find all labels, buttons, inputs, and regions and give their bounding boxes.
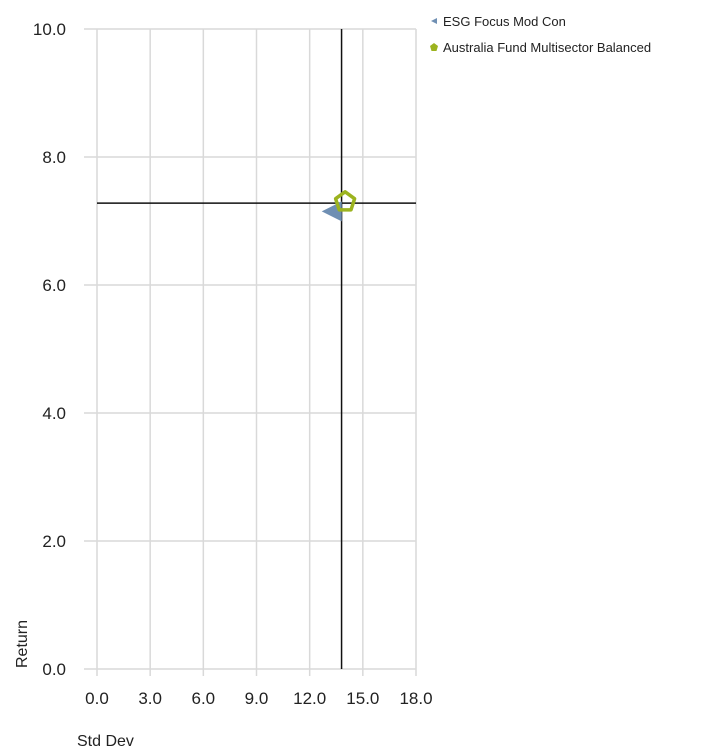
x-axis-title: Std Dev: [77, 733, 134, 750]
x-tick-label: 3.0: [138, 689, 162, 708]
legend: ESG Focus Mod Con Australia Fund Multise…: [428, 8, 651, 60]
x-tick-label: 18.0: [399, 689, 432, 708]
y-tick-label: 2.0: [42, 532, 66, 551]
triangle-left-icon: [428, 15, 440, 27]
legend-item-esg-focus-mod-con[interactable]: ESG Focus Mod Con: [428, 8, 651, 34]
reference-lines: [97, 29, 416, 669]
y-tick-label: 6.0: [42, 276, 66, 295]
x-tick-label: 15.0: [346, 689, 379, 708]
legend-label: ESG Focus Mod Con: [443, 13, 566, 29]
y-tick-label: 10.0: [33, 20, 66, 39]
legend-item-australia-fund[interactable]: Australia Fund Multisector Balanced: [428, 34, 651, 60]
point-australia-fund: [333, 190, 357, 212]
pentagon-icon: [428, 41, 440, 53]
y-tick-label: 0.0: [42, 660, 66, 679]
x-axis-ticks: 0.0 3.0 6.0 9.0 12.0 15.0 18.0: [85, 689, 432, 708]
y-tick-label: 8.0: [42, 148, 66, 167]
y-axis-ticks: 0.0 2.0 4.0 6.0 8.0 10.0: [33, 20, 66, 679]
y-tick-label: 4.0: [42, 404, 66, 423]
legend-label: Australia Fund Multisector Balanced: [443, 39, 652, 55]
data-points: [321, 190, 357, 222]
x-tick-label: 12.0: [293, 689, 326, 708]
x-tick-label: 9.0: [245, 689, 269, 708]
y-axis-title: Return: [14, 620, 31, 668]
x-tick-label: 0.0: [85, 689, 109, 708]
grid-lines: [84, 28, 417, 676]
x-tick-label: 6.0: [192, 689, 216, 708]
